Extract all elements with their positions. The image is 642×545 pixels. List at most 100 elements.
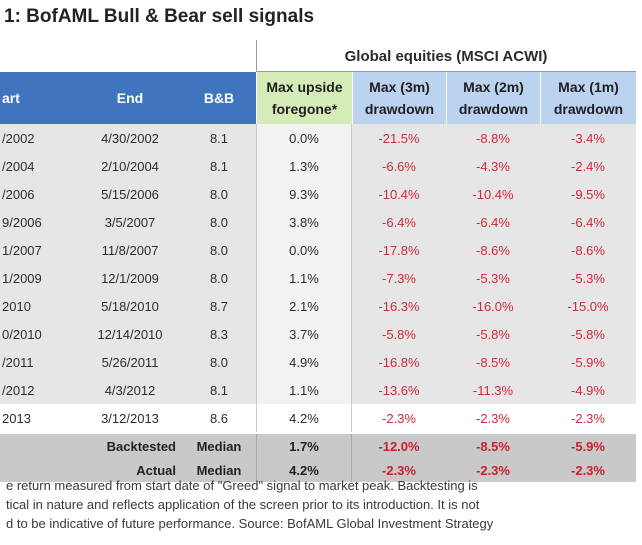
footnote-line: d to be indicative of future performance… <box>6 516 494 531</box>
table-row: 0/2010 12/14/2010 8.3 3.7% -5.8% -5.8% -5.8% <box>0 320 636 348</box>
header-start: art <box>2 90 20 106</box>
summary-stat: Median <box>196 462 242 478</box>
summary-max-2m: -2.3% <box>476 462 510 478</box>
header-max-upside-line1: Max upside <box>266 79 343 95</box>
header-bb: B&B <box>203 90 235 106</box>
cell-bb: 8.0 <box>209 354 229 370</box>
header-max-1m-line2: drawdown <box>553 101 624 117</box>
cell-max-3m: -16.3% <box>378 298 420 314</box>
header-max-1m-line1: Max (1m) <box>558 79 619 95</box>
cell-bb: 8.0 <box>209 186 229 202</box>
cell-bb: 8.7 <box>209 298 229 314</box>
cell-max-3m: -16.8% <box>378 354 420 370</box>
cell-max-upside: 1.3% <box>256 152 352 180</box>
table-row: /2006 5/15/2006 8.0 9.3% -10.4% -10.4% -9.5% <box>0 180 636 208</box>
cell-max-1m: -6.4% <box>571 214 605 230</box>
cell-end: 11/8/2007 <box>101 242 159 258</box>
cell-max-2m: -11.3% <box>472 382 514 398</box>
cell-max-1m: -5.9% <box>571 354 605 370</box>
cell-start: 2010 <box>2 298 31 314</box>
group-underline <box>256 71 636 72</box>
summary-stat: Median <box>196 438 242 454</box>
cell-max-upside: 0.0% <box>256 124 352 152</box>
header-max-2m: Max (2m) drawdown <box>446 72 540 124</box>
table-row: /2004 2/10/2004 8.1 1.3% -6.6% -4.3% -2.4% <box>0 152 636 180</box>
header-max-2m-line2: drawdown <box>458 101 529 117</box>
cell-end: 5/26/2011 <box>101 354 159 370</box>
cell-start: 9/2006 <box>2 214 42 230</box>
table-row: 2013 3/12/2013 8.6 4.2% -2.3% -2.3% -2.3% <box>0 404 636 432</box>
summary-row: Backtested Median 1.7% -12.0% -8.5% -5.9% <box>0 434 636 458</box>
footnote-line: e return measured from start date of "Gr… <box>6 478 478 493</box>
cell-end: 2/10/2004 <box>101 158 159 174</box>
summary-max-upside: 4.2% <box>256 458 352 482</box>
cell-max-3m: -5.8% <box>382 326 416 342</box>
footnote-line: tical in nature and reflects application… <box>6 497 480 512</box>
cell-max-upside: 3.7% <box>256 320 352 348</box>
header-max-2m-line1: Max (2m) <box>463 79 524 95</box>
header-max-upside: Max upside foregone* <box>256 72 352 124</box>
cell-max-1m: -9.5% <box>571 186 605 202</box>
cell-max-2m: -5.3% <box>476 270 510 286</box>
cell-end: 3/12/2013 <box>101 410 159 426</box>
cell-end: 3/5/2007 <box>104 214 156 230</box>
cell-bb: 8.3 <box>209 326 229 342</box>
cell-max-2m: -5.8% <box>476 326 510 342</box>
cell-max-3m: -21.5% <box>378 130 420 146</box>
summary-max-1m: -2.3% <box>571 462 605 478</box>
cell-max-2m: -4.3% <box>476 158 510 174</box>
cell-end: 4/3/2012 <box>104 382 156 398</box>
summary-label: Actual <box>136 462 176 478</box>
summary-label: Backtested <box>106 438 176 454</box>
header-max-upside-line2: foregone* <box>271 101 338 117</box>
cell-start: 2013 <box>2 410 31 426</box>
group-header-label: Global equities (MSCI ACWI) <box>344 47 548 65</box>
cell-start: 0/2010 <box>2 326 42 342</box>
cell-bb: 8.1 <box>209 382 229 398</box>
header-max-3m-line2: drawdown <box>364 101 435 117</box>
cell-end: 5/15/2006 <box>101 186 159 202</box>
cell-start: 1/2007 <box>2 242 42 258</box>
cell-max-upside: 3.8% <box>256 208 352 236</box>
summary-max-1m: -5.9% <box>571 438 605 454</box>
cell-start: /2012 <box>2 382 35 398</box>
cell-max-3m: -17.8% <box>378 242 420 258</box>
cell-max-3m: -2.3% <box>382 410 416 426</box>
cell-max-1m: -5.3% <box>571 270 605 286</box>
cell-max-1m: -2.3% <box>571 410 605 426</box>
table-row: /2002 4/30/2002 8.1 0.0% -21.5% -8.8% -3.4% <box>0 124 636 152</box>
header-max-3m: Max (3m) drawdown <box>352 72 446 124</box>
table-row: 1/2009 12/1/2009 8.0 1.1% -7.3% -5.3% -5.3% <box>0 264 636 292</box>
cell-bb: 8.0 <box>209 270 229 286</box>
cell-end: 5/18/2010 <box>101 298 159 314</box>
cell-start: /2002 <box>2 130 35 146</box>
table-row: 2010 5/18/2010 8.7 2.1% -16.3% -16.0% -15.0% <box>0 292 636 320</box>
page-title: 1: BofAML Bull & Bear sell signals <box>4 6 315 27</box>
table-row: /2012 4/3/2012 8.1 1.1% -13.6% -11.3% -4.9% <box>0 376 636 404</box>
cell-max-upside: 1.1% <box>256 376 352 404</box>
cell-start: /2006 <box>2 186 35 202</box>
cell-max-2m: -6.4% <box>476 214 510 230</box>
cell-bb: 8.1 <box>209 158 229 174</box>
table-row: /2011 5/26/2011 8.0 4.9% -16.8% -8.5% -5.9% <box>0 348 636 376</box>
group-divider <box>256 40 257 72</box>
cell-max-2m: -8.5% <box>476 354 510 370</box>
cell-end: 4/30/2002 <box>101 130 159 146</box>
cell-max-3m: -13.6% <box>378 382 420 398</box>
cell-max-upside: 4.9% <box>256 348 352 376</box>
cell-max-3m: -6.4% <box>382 214 416 230</box>
footnote: e return measured from start date of "Gr… <box>6 476 638 533</box>
cell-max-1m: -15.0% <box>567 298 609 314</box>
cell-end: 12/1/2009 <box>101 270 159 286</box>
cell-bb: 8.1 <box>209 130 229 146</box>
cell-start: 1/2009 <box>2 270 42 286</box>
cell-bb: 8.6 <box>209 410 229 426</box>
header-end: End <box>116 90 144 106</box>
cell-start: /2004 <box>2 158 35 174</box>
group-header-row: Global equities (MSCI ACWI) <box>0 40 636 72</box>
cell-max-upside: 4.2% <box>256 404 352 432</box>
cell-max-3m: -6.6% <box>382 158 416 174</box>
cell-max-3m: -7.3% <box>382 270 416 286</box>
summary-max-3m: -2.3% <box>382 462 416 478</box>
summary-max-3m: -12.0% <box>378 438 420 454</box>
